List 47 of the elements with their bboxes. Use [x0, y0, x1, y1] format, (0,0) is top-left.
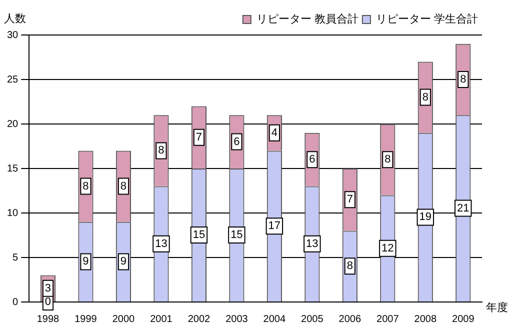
x-tick-label: 2007: [376, 314, 400, 325]
x-axis-title: 年度: [486, 301, 508, 314]
data-label: 6: [309, 154, 316, 166]
data-label: 12: [382, 242, 394, 254]
data-label: 7: [196, 131, 202, 144]
data-label: 19: [419, 211, 432, 224]
x-tick-label: 2000: [112, 314, 136, 325]
data-label: 4: [271, 126, 278, 139]
x-tick-label: 2001: [150, 314, 173, 325]
x-tick-label: 2006: [338, 314, 362, 325]
data-label: 6: [234, 136, 240, 148]
y-tick-label: 15: [7, 163, 19, 174]
legend-label: リピーター 教員合計: [256, 12, 358, 26]
data-label: 8: [422, 91, 428, 104]
data-label: 7: [346, 194, 353, 206]
data-label: 17: [268, 220, 281, 232]
x-tick-label: 1999: [74, 314, 98, 325]
data-label: 9: [82, 256, 89, 268]
data-label: 8: [346, 260, 353, 272]
x-tick-label: 2009: [452, 314, 475, 325]
x-tick-label: 1998: [36, 314, 60, 325]
data-label: 21: [457, 202, 470, 214]
data-label: 8: [460, 74, 466, 86]
data-label: 3: [44, 282, 52, 294]
data-label: 8: [384, 154, 391, 166]
data-label: 13: [155, 238, 168, 250]
data-label: 0: [44, 296, 52, 308]
y-tick-label: 25: [7, 74, 19, 86]
x-tick-label: 2004: [263, 314, 286, 325]
data-label: 15: [192, 229, 206, 242]
y-tick-label: 20: [7, 118, 19, 130]
x-tick-label: 2003: [226, 314, 248, 325]
x-tick-label: 2002: [188, 314, 211, 325]
y-tick-label: 10: [7, 208, 19, 219]
y-tick-label: 0: [12, 296, 19, 308]
data-label: 15: [230, 229, 243, 242]
y-tick-label: 30: [7, 30, 19, 41]
data-label: 13: [306, 238, 318, 250]
y-tick-label: 5: [12, 252, 19, 264]
x-tick-label: 2008: [414, 314, 437, 325]
y-axis-title: 人数: [4, 13, 26, 26]
legend-label: リピーター 学生合計: [376, 12, 478, 26]
data-label: 9: [120, 256, 127, 268]
data-label: 8: [82, 180, 89, 192]
data-label: 8: [120, 180, 127, 192]
x-tick-label: 2005: [301, 314, 324, 325]
data-label: 8: [158, 144, 164, 157]
